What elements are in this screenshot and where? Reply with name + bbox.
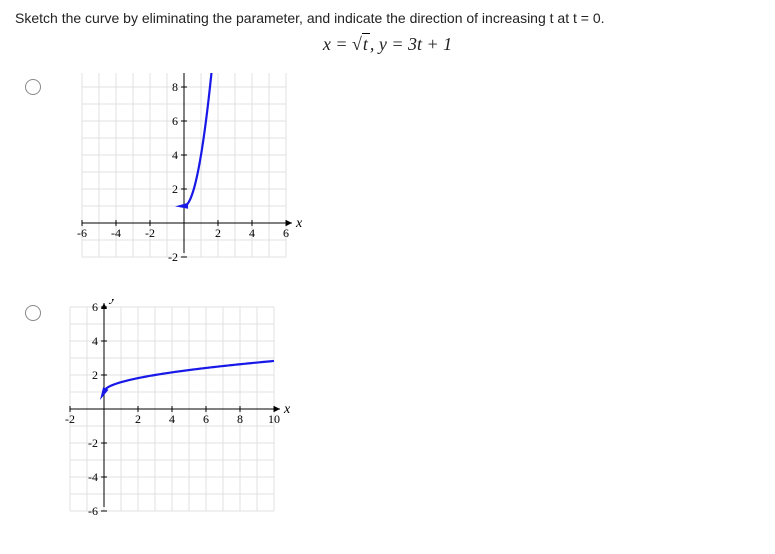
svg-text:4: 4 bbox=[249, 226, 255, 240]
svg-text:-2: -2 bbox=[65, 412, 75, 426]
svg-text:6: 6 bbox=[283, 226, 289, 240]
svg-text:4: 4 bbox=[169, 412, 175, 426]
parametric-equations: x = √t, y = 3t + 1 bbox=[15, 34, 760, 55]
question-text: Sketch the curve by eliminating the para… bbox=[15, 10, 760, 26]
eq-x-lhs: x bbox=[323, 34, 331, 54]
svg-text:6: 6 bbox=[92, 300, 98, 314]
svg-text:-2: -2 bbox=[88, 436, 98, 450]
eq-y: y = 3t + 1 bbox=[379, 34, 452, 54]
svg-text:x: x bbox=[295, 216, 303, 231]
eq-sep: , bbox=[370, 34, 379, 54]
svg-text:2: 2 bbox=[172, 182, 178, 196]
svg-text:6: 6 bbox=[172, 114, 178, 128]
svg-text:2: 2 bbox=[92, 368, 98, 382]
svg-text:x: x bbox=[283, 402, 291, 417]
svg-text:4: 4 bbox=[172, 148, 178, 162]
svg-text:8: 8 bbox=[172, 80, 178, 94]
graph-a: -6-4-2246-2246810xy bbox=[59, 73, 309, 293]
graph-a-wrap: -6-4-2246-2246810xy bbox=[59, 73, 309, 293]
svg-text:-6: -6 bbox=[88, 504, 98, 518]
option-a: -6-4-2246-2246810xy bbox=[15, 73, 760, 293]
eq-eq1: = bbox=[331, 34, 352, 54]
graph-b-wrap: -2 2 4 6 8 10 -6 -4 -2 2 4 6 x y bbox=[59, 299, 309, 519]
svg-text:2: 2 bbox=[135, 412, 141, 426]
svg-text:-4: -4 bbox=[88, 470, 98, 484]
svg-text:2: 2 bbox=[215, 226, 221, 240]
radio-a[interactable] bbox=[25, 79, 41, 95]
graph-b: -2 2 4 6 8 10 -6 -4 -2 2 4 6 x y bbox=[59, 299, 309, 519]
svg-text:4: 4 bbox=[92, 334, 98, 348]
sqrt-symbol: √t bbox=[352, 34, 370, 55]
svg-text:y: y bbox=[108, 299, 117, 305]
svg-text:-4: -4 bbox=[111, 226, 121, 240]
radio-b[interactable] bbox=[25, 305, 41, 321]
svg-text:-6: -6 bbox=[77, 226, 87, 240]
svg-text:-2: -2 bbox=[145, 226, 155, 240]
svg-text:-2: -2 bbox=[168, 250, 178, 264]
svg-text:10: 10 bbox=[268, 412, 280, 426]
svg-text:6: 6 bbox=[203, 412, 209, 426]
eq-x-radicand: t bbox=[362, 33, 370, 54]
svg-text:8: 8 bbox=[237, 412, 243, 426]
option-b: -2 2 4 6 8 10 -6 -4 -2 2 4 6 x y bbox=[15, 299, 760, 519]
